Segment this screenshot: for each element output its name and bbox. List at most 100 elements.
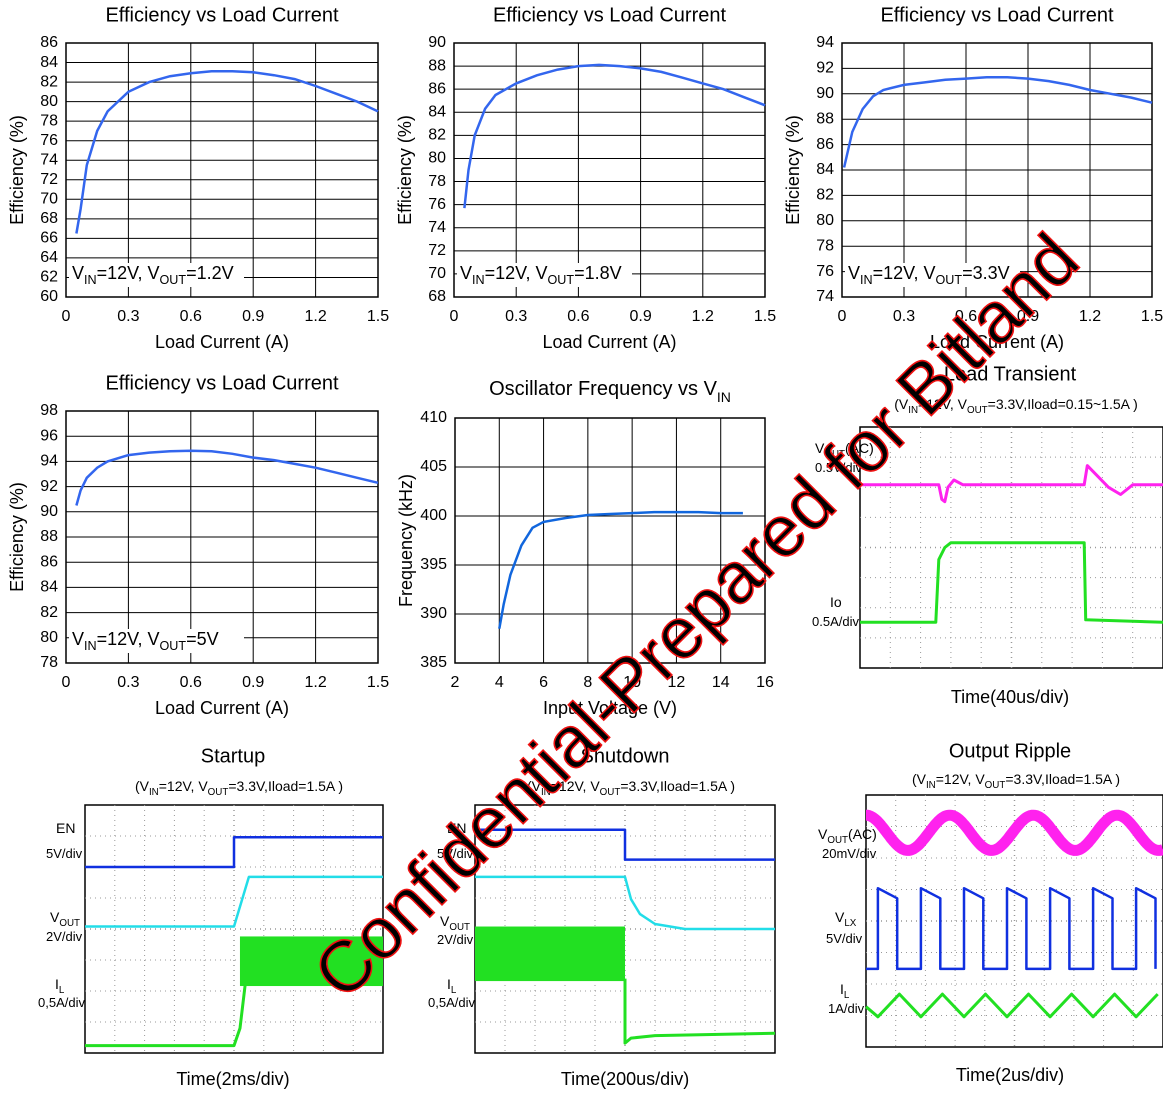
y-tick-label: 92 bbox=[816, 60, 834, 77]
x-axis-label: Input Voltage (V) bbox=[543, 698, 677, 718]
subscript: OUT bbox=[936, 273, 963, 287]
subscript: L bbox=[59, 985, 65, 996]
scope-trace bbox=[85, 875, 383, 928]
text-segment: 1A/div bbox=[828, 1001, 865, 1016]
x-tick-label: 10 bbox=[623, 674, 641, 691]
x-tick-label: 0.9 bbox=[629, 308, 651, 325]
text-segment: =12V, V bbox=[97, 263, 160, 283]
y-tick-label: 68 bbox=[40, 210, 58, 227]
channel-label: 2V/div bbox=[437, 932, 474, 947]
text-segment: 0.5A/div bbox=[812, 614, 859, 629]
chart-title: Efficiency vs Load Current bbox=[105, 372, 339, 394]
data-line bbox=[463, 63, 766, 209]
plot-frame bbox=[453, 42, 766, 298]
annotation: VIN=12V, VOUT=1.2V bbox=[72, 263, 234, 288]
x-tick-label: 0.9 bbox=[242, 674, 264, 691]
y-tick-label: 98 bbox=[40, 402, 58, 419]
y-axis-label: Efficiency (%) bbox=[783, 115, 803, 225]
x-tick-label: 1.5 bbox=[367, 674, 389, 691]
text-segment: V bbox=[72, 263, 84, 283]
y-tick-label: 84 bbox=[428, 103, 446, 120]
text-segment: I bbox=[447, 976, 451, 992]
x-axis-label: Load Current (A) bbox=[155, 332, 289, 352]
text-segment: (AC) bbox=[848, 826, 877, 842]
y-tick-label: 76 bbox=[40, 132, 58, 149]
text-segment: (V bbox=[527, 778, 542, 794]
y-tick-label: 78 bbox=[428, 173, 446, 190]
y-tick-label: 90 bbox=[816, 85, 834, 102]
y-tick-label: 405 bbox=[420, 458, 447, 475]
annotation: VIN=12V, VOUT=1.8V bbox=[460, 263, 622, 288]
y-tick-label: 86 bbox=[816, 136, 834, 153]
annotation: VIN=12V, VOUT=5V bbox=[72, 629, 219, 654]
text-segment: V bbox=[72, 629, 84, 649]
text-segment: V bbox=[815, 440, 825, 456]
y-axis-label: Efficiency (%) bbox=[7, 482, 27, 592]
y-tick-label: 88 bbox=[428, 57, 446, 74]
channel-label: 1A/div bbox=[828, 1001, 865, 1016]
data-line bbox=[498, 510, 743, 629]
y-tick-label: 84 bbox=[40, 579, 58, 596]
text-segment: =1.2V bbox=[186, 263, 234, 283]
text-segment: =12V, V bbox=[159, 778, 209, 794]
subscript: OUT bbox=[160, 273, 187, 287]
text-segment: EN bbox=[56, 820, 75, 836]
y-tick-label: 86 bbox=[40, 553, 58, 570]
y-tick-label: 82 bbox=[428, 127, 446, 144]
subscript: OUT bbox=[824, 449, 845, 460]
y-tick-label: 94 bbox=[816, 34, 834, 51]
y-tick-label: 70 bbox=[428, 265, 446, 282]
x-tick-label: 0.6 bbox=[180, 674, 202, 691]
x-tick-label: 1.2 bbox=[304, 674, 326, 691]
channel-label: VOUT bbox=[440, 913, 470, 933]
scope-trace bbox=[623, 978, 776, 1045]
y-axis-label: Efficiency (%) bbox=[395, 115, 415, 225]
subscript: IN bbox=[541, 787, 551, 798]
x-tick-label: 0.3 bbox=[117, 674, 139, 691]
subscript: IN bbox=[717, 389, 731, 405]
channel-label: 0.5A/div bbox=[812, 614, 859, 629]
text-segment: V bbox=[50, 909, 60, 925]
channel-label: 5V/div bbox=[437, 846, 474, 861]
subscript: IN bbox=[860, 273, 873, 287]
scope-trace bbox=[475, 875, 775, 931]
text-segment: Io bbox=[830, 594, 842, 610]
y-tick-label: 82 bbox=[816, 187, 834, 204]
data-line bbox=[842, 76, 1153, 168]
text-segment: =12V, V bbox=[551, 778, 601, 794]
y-tick-label: 74 bbox=[428, 219, 446, 236]
text-segment: V bbox=[818, 826, 828, 842]
y-tick-label: 74 bbox=[40, 151, 58, 168]
x-axis-label: Load Current (A) bbox=[542, 332, 676, 352]
data-line bbox=[75, 449, 379, 506]
x-tick-label: 1.5 bbox=[367, 308, 389, 325]
channel-label: 2V/div bbox=[46, 929, 83, 944]
y-tick-label: 88 bbox=[40, 528, 58, 545]
y-tick-label: 90 bbox=[40, 503, 58, 520]
y-tick-label: 72 bbox=[428, 242, 446, 259]
text-segment: I bbox=[840, 981, 844, 997]
text-segment: =3.3V,Iload=1.5A ) bbox=[620, 778, 735, 794]
scope-title: Shutdown bbox=[581, 745, 670, 767]
plot-frame bbox=[65, 410, 379, 664]
x-tick-label: 0 bbox=[838, 308, 847, 325]
channel-label: IL bbox=[447, 976, 457, 996]
y-tick-label: 66 bbox=[40, 230, 58, 247]
scope-trace bbox=[860, 464, 1163, 504]
chart-title: Oscillator Frequency vs VIN bbox=[489, 378, 731, 404]
scope-trace bbox=[865, 992, 1159, 1019]
text-segment: (V bbox=[135, 778, 150, 794]
y-tick-label: 96 bbox=[40, 427, 58, 444]
time-scale-label: Time(2ms/div) bbox=[176, 1069, 289, 1089]
channel-label: IL bbox=[840, 981, 850, 1001]
subscript: OUT bbox=[985, 780, 1006, 791]
y-tick-label: 390 bbox=[420, 605, 447, 622]
y-tick-label: 60 bbox=[40, 288, 58, 305]
x-tick-label: 0.3 bbox=[505, 308, 527, 325]
annotation-background bbox=[69, 263, 244, 287]
text-segment: 5V/div bbox=[46, 846, 83, 861]
y-tick-label: 76 bbox=[816, 263, 834, 280]
x-tick-label: 0.6 bbox=[955, 308, 977, 325]
text-segment: =3.3V,Iload=1.5A ) bbox=[228, 778, 343, 794]
